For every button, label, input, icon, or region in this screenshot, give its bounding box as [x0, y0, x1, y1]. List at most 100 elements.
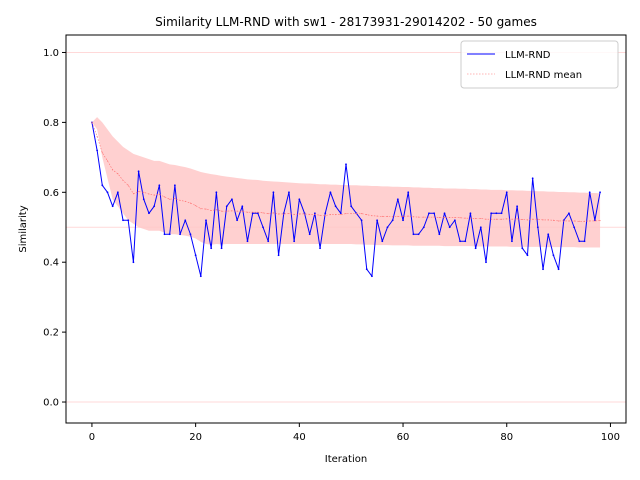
data-point-llm-rnd: [215, 191, 218, 194]
data-point-llm-rnd: [391, 219, 394, 222]
data-point-llm-rnd: [199, 275, 202, 278]
data-point-llm-rnd-mean: [309, 213, 311, 215]
data-point-llm-rnd-mean: [558, 220, 560, 222]
data-point-llm-rnd: [500, 212, 503, 215]
data-point-llm-rnd-mean: [112, 169, 114, 171]
data-point-llm-rnd-mean: [335, 214, 337, 216]
data-point-llm-rnd: [547, 233, 550, 236]
data-point-llm-rnd: [158, 184, 161, 187]
data-point-llm-rnd: [588, 191, 591, 194]
data-point-llm-rnd-mean: [547, 219, 549, 221]
data-point-llm-rnd-mean: [257, 211, 259, 213]
data-point-llm-rnd-mean: [464, 217, 466, 219]
data-point-llm-rnd-mean: [521, 219, 523, 221]
data-point-llm-rnd-mean: [179, 199, 181, 201]
data-point-llm-rnd-mean: [501, 218, 503, 220]
legend-box: [460, 40, 619, 89]
data-point-llm-rnd-mean: [262, 212, 264, 214]
data-point-llm-rnd-mean: [485, 218, 487, 220]
data-point-llm-rnd: [443, 212, 446, 215]
data-point-llm-rnd: [101, 184, 104, 187]
data-point-llm-rnd-mean: [324, 214, 326, 216]
data-point-llm-rnd-mean: [475, 218, 477, 220]
data-point-llm-rnd: [396, 198, 399, 201]
data-point-llm-rnd: [111, 205, 114, 208]
data-point-llm-rnd-mean: [418, 216, 420, 218]
x-tick-label: 100: [601, 432, 620, 443]
data-point-llm-rnd: [329, 191, 332, 194]
data-point-llm-rnd: [536, 226, 539, 229]
data-point-llm-rnd: [132, 261, 135, 264]
plot-frame: [65, 34, 627, 424]
legend: LLM-RND LLM-RND mean: [460, 40, 619, 89]
data-point-llm-rnd-mean: [158, 193, 160, 195]
y-axis-label: Similarity: [18, 205, 29, 252]
data-point-llm-rnd-mean: [210, 209, 212, 211]
x-tick-label: 80: [500, 432, 513, 443]
data-point-llm-rnd: [168, 233, 171, 236]
data-point-llm-rnd: [474, 247, 477, 250]
data-point-llm-rnd: [479, 226, 482, 229]
y-tick-label: 0.6: [43, 188, 59, 199]
data-point-llm-rnd-mean: [169, 198, 171, 200]
data-point-llm-rnd-mean: [526, 219, 528, 221]
data-point-llm-rnd-mean: [438, 216, 440, 218]
data-point-llm-rnd: [407, 191, 410, 194]
data-point-llm-rnd-mean: [433, 216, 435, 218]
data-point-llm-rnd: [173, 184, 176, 187]
data-point-llm-rnd-mean: [298, 213, 300, 215]
x-tick-label: 0: [89, 432, 95, 443]
data-point-llm-rnd-mean: [267, 213, 269, 215]
data-point-llm-rnd: [106, 191, 109, 194]
chart-title: Similarity LLM-RND with sw1 - 28173931-2…: [155, 15, 537, 29]
data-point-llm-rnd: [225, 205, 228, 208]
data-point-llm-rnd: [194, 254, 197, 257]
data-point-llm-rnd-mean: [314, 213, 316, 215]
x-tick-label: 60: [397, 432, 410, 443]
data-point-llm-rnd-mean: [355, 213, 357, 215]
data-point-llm-rnd-mean: [407, 215, 409, 217]
data-point-llm-rnd-mean: [221, 210, 223, 212]
data-point-llm-rnd: [277, 254, 280, 257]
data-point-llm-rnd: [542, 268, 544, 271]
data-point-llm-rnd: [339, 212, 342, 215]
data-point-llm-rnd-mean: [386, 215, 388, 217]
data-point-llm-rnd-mean: [205, 208, 207, 210]
data-point-llm-rnd-mean: [428, 216, 430, 218]
data-point-llm-rnd-mean: [236, 210, 238, 212]
data-point-llm-rnd-mean: [594, 220, 596, 222]
data-point-llm-rnd: [511, 240, 513, 243]
data-point-llm-rnd: [122, 219, 124, 222]
data-point-llm-rnd: [438, 233, 441, 236]
data-point-llm-rnd: [350, 205, 353, 208]
data-point-llm-rnd: [345, 163, 347, 166]
data-point-llm-rnd-mean: [516, 218, 518, 220]
axes: 0 20 40 60 80 100 0.0 0.2 0.4 0.6 0.8 1.0: [43, 48, 620, 443]
data-point-llm-rnd-mean: [117, 173, 119, 175]
data-point-llm-rnd: [464, 240, 467, 243]
data-point-llm-rnd: [231, 198, 233, 201]
data-point-llm-rnd: [531, 177, 534, 180]
plot-area: [66, 51, 626, 403]
data-point-llm-rnd-mean: [495, 218, 497, 220]
data-point-llm-rnd-mean: [231, 210, 233, 212]
data-point-llm-rnd-mean: [340, 214, 342, 216]
y-tick-label: 0.2: [43, 328, 59, 339]
x-tick-label: 20: [189, 432, 202, 443]
data-point-llm-rnd-mean: [480, 218, 482, 220]
data-point-llm-rnd: [583, 240, 586, 243]
data-point-llm-rnd: [288, 191, 290, 194]
data-point-llm-rnd-mean: [599, 220, 601, 222]
data-point-llm-rnd-mean: [402, 215, 404, 217]
data-point-llm-rnd-mean: [366, 214, 368, 216]
data-point-llm-rnd: [205, 219, 207, 222]
data-point-llm-rnd: [298, 198, 301, 201]
data-point-llm-rnd-mean: [252, 211, 254, 213]
data-point-llm-rnd-mean: [200, 208, 202, 210]
data-point-llm-rnd-mean: [127, 184, 129, 186]
data-point-llm-rnd-mean: [412, 216, 414, 218]
data-point-llm-rnd: [293, 240, 296, 243]
x-axis-label: Iteration: [325, 454, 367, 465]
data-point-llm-rnd-mean: [552, 219, 554, 221]
data-point-llm-rnd-mean: [568, 220, 570, 222]
